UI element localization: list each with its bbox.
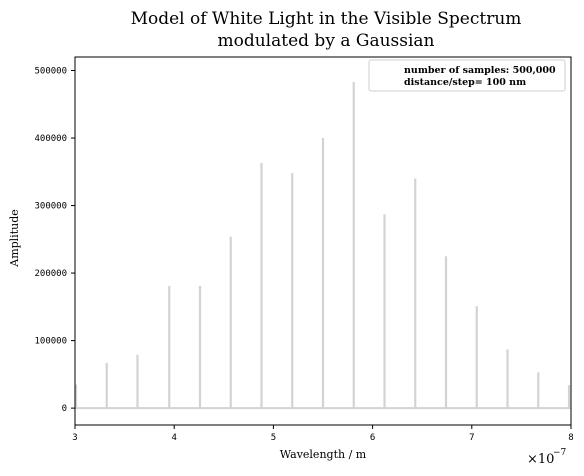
legend-box — [368, 59, 566, 92]
y-tick-label: 400000 — [34, 134, 67, 144]
legend-line-1: number of samples: 500,000 — [404, 65, 556, 76]
x-tick-label: 4 — [171, 433, 176, 443]
x-tick-label: 8 — [568, 433, 573, 443]
x-multiplier-exponent: −7 — [553, 448, 567, 458]
x-axis-multiplier: ×10 −7 — [527, 448, 567, 467]
legend: number of samples: 500,000 distance/step… — [368, 59, 566, 92]
plot-frame — [74, 56, 572, 426]
chart-title-line-2: modulated by a Gaussian — [218, 31, 435, 51]
x-tick-label: 3 — [72, 433, 77, 443]
y-tick-label: 200000 — [34, 269, 67, 279]
y-tick-label: 500000 — [34, 67, 67, 77]
legend-line-2: distance/step= 100 nm — [404, 77, 526, 88]
x-multiplier-base: ×10 — [527, 452, 554, 467]
chart-title-line-1: Model of White Light in the Visible Spec… — [131, 9, 522, 29]
x-tick-label: 7 — [469, 433, 474, 443]
x-tick-label: 5 — [271, 433, 276, 443]
y-axis-label: Amplitude — [8, 209, 21, 268]
y-axis: 0 100000 200000 300000 400000 500000 — [34, 67, 75, 414]
y-tick-label: 100000 — [34, 337, 67, 347]
bars-layer — [74, 81, 571, 409]
chart-title: Model of White Light in the Visible Spec… — [131, 9, 522, 51]
y-tick-label: 0 — [62, 404, 67, 414]
x-tick-label: 6 — [370, 433, 375, 443]
y-tick-label: 300000 — [34, 202, 67, 212]
x-axis: 3 4 5 6 7 8 — [72, 425, 574, 443]
x-axis-label: Wavelength / m — [280, 448, 367, 461]
